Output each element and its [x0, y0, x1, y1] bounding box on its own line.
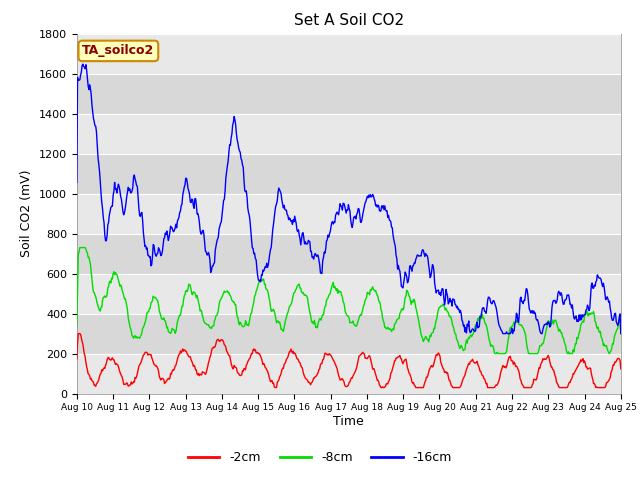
Bar	[77, 34, 621, 73]
Title: Set A Soil CO2: Set A Soil CO2	[294, 13, 404, 28]
Bar	[77, 73, 621, 114]
Bar	[77, 154, 621, 193]
Bar	[77, 193, 621, 234]
Y-axis label: Soil CO2 (mV): Soil CO2 (mV)	[20, 170, 33, 257]
Bar	[77, 274, 621, 313]
Text: TA_soilco2: TA_soilco2	[82, 44, 154, 58]
Bar	[77, 354, 621, 394]
Legend: -2cm, -8cm, -16cm: -2cm, -8cm, -16cm	[183, 446, 457, 469]
X-axis label: Time: Time	[333, 415, 364, 428]
Bar	[77, 313, 621, 354]
Bar	[77, 114, 621, 154]
Bar	[77, 234, 621, 274]
